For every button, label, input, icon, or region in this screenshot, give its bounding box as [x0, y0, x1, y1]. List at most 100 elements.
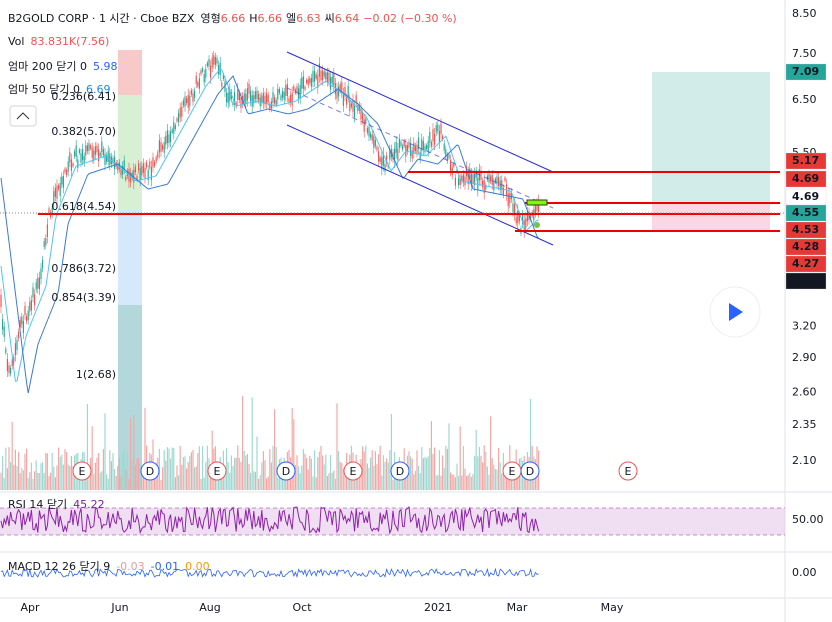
candle: [402, 145, 404, 150]
candle: [517, 210, 519, 224]
candle: [498, 177, 500, 186]
candle: [277, 88, 279, 100]
volume: [174, 477, 176, 490]
price-tag: [785, 255, 827, 273]
candle: [162, 145, 164, 150]
header: B2GOLD CORP · 1 시간 · Cboe BZX 영형6.66 H6.66…: [8, 12, 824, 579]
volume: [344, 472, 346, 490]
event-marker: [343, 461, 363, 481]
candle: [408, 141, 410, 148]
volume: [122, 452, 124, 490]
candle: [40, 268, 42, 280]
volume: [142, 470, 144, 490]
price-tag-label: 4.28: [792, 240, 819, 253]
candle: [302, 76, 304, 89]
volume: [320, 445, 322, 490]
event-label: D: [282, 465, 290, 478]
fib-label: 0.854(3.39): [51, 291, 116, 304]
volume: [98, 453, 100, 490]
collapse-button[interactable]: [9, 105, 37, 127]
candle: [261, 95, 263, 103]
profit-zone: [652, 72, 770, 202]
price-tag-label: 4.27: [792, 257, 819, 270]
candle: [328, 72, 330, 82]
candle: [142, 163, 144, 173]
candle: [163, 142, 165, 153]
candle: [141, 166, 143, 176]
candle: [272, 92, 274, 104]
candle: [58, 185, 60, 190]
candle: [54, 187, 56, 197]
candle: [78, 149, 80, 153]
candle: [202, 68, 204, 72]
volume: [230, 455, 232, 490]
candle: [22, 320, 24, 333]
candle: [398, 138, 400, 149]
volume: [363, 451, 365, 490]
volume: [451, 474, 453, 490]
candle: [472, 174, 474, 184]
volume: [94, 462, 96, 490]
volume: [488, 474, 490, 490]
volume: [162, 467, 164, 490]
volume: [291, 407, 293, 490]
volume: [422, 458, 424, 490]
rsi-line: [0, 505, 540, 535]
candle: [112, 158, 114, 164]
volume: [96, 457, 98, 490]
candle: [502, 187, 504, 195]
volume: [163, 449, 165, 490]
volume: [322, 455, 324, 490]
volume: [376, 464, 378, 490]
volume: [22, 470, 24, 490]
volume: [326, 475, 328, 490]
candle: [342, 93, 344, 106]
candle: [240, 97, 242, 108]
volume: [248, 463, 250, 490]
volume: [0, 472, 2, 490]
candle: [200, 70, 202, 75]
candle: [218, 65, 220, 75]
volume: [362, 446, 364, 490]
volume: [67, 464, 69, 490]
candle: [381, 157, 383, 170]
volume: [482, 462, 484, 490]
candle: [443, 143, 445, 151]
volume: [114, 468, 116, 490]
volume: [498, 448, 500, 490]
volume: [442, 455, 444, 490]
candle: [90, 145, 92, 149]
volume: [99, 472, 101, 490]
candle: [2, 319, 4, 330]
volume: [29, 472, 31, 490]
volume: [506, 470, 508, 490]
candle: [384, 163, 386, 172]
price-tag: [785, 238, 827, 256]
candle: [310, 78, 312, 87]
candle: [32, 287, 34, 298]
candle: [338, 86, 340, 97]
candle: [253, 95, 255, 104]
volume: [43, 472, 45, 490]
candle: [250, 91, 252, 102]
candle: [72, 163, 74, 167]
candle: [35, 282, 37, 290]
candle: [192, 93, 194, 102]
candle: [123, 160, 125, 170]
fib-band: [118, 50, 142, 95]
candle: [125, 176, 127, 181]
volume: [51, 452, 53, 490]
candle: [326, 72, 328, 82]
candle: [493, 181, 495, 191]
volume: [8, 447, 10, 490]
volume: [182, 457, 184, 490]
candle: [264, 95, 266, 105]
candle: [525, 218, 527, 228]
volume: [499, 462, 501, 490]
volume: [318, 451, 320, 490]
volume: [266, 478, 268, 490]
volume: [496, 469, 498, 490]
volume: [338, 451, 340, 490]
volume: [272, 445, 274, 490]
volume: [462, 446, 464, 490]
